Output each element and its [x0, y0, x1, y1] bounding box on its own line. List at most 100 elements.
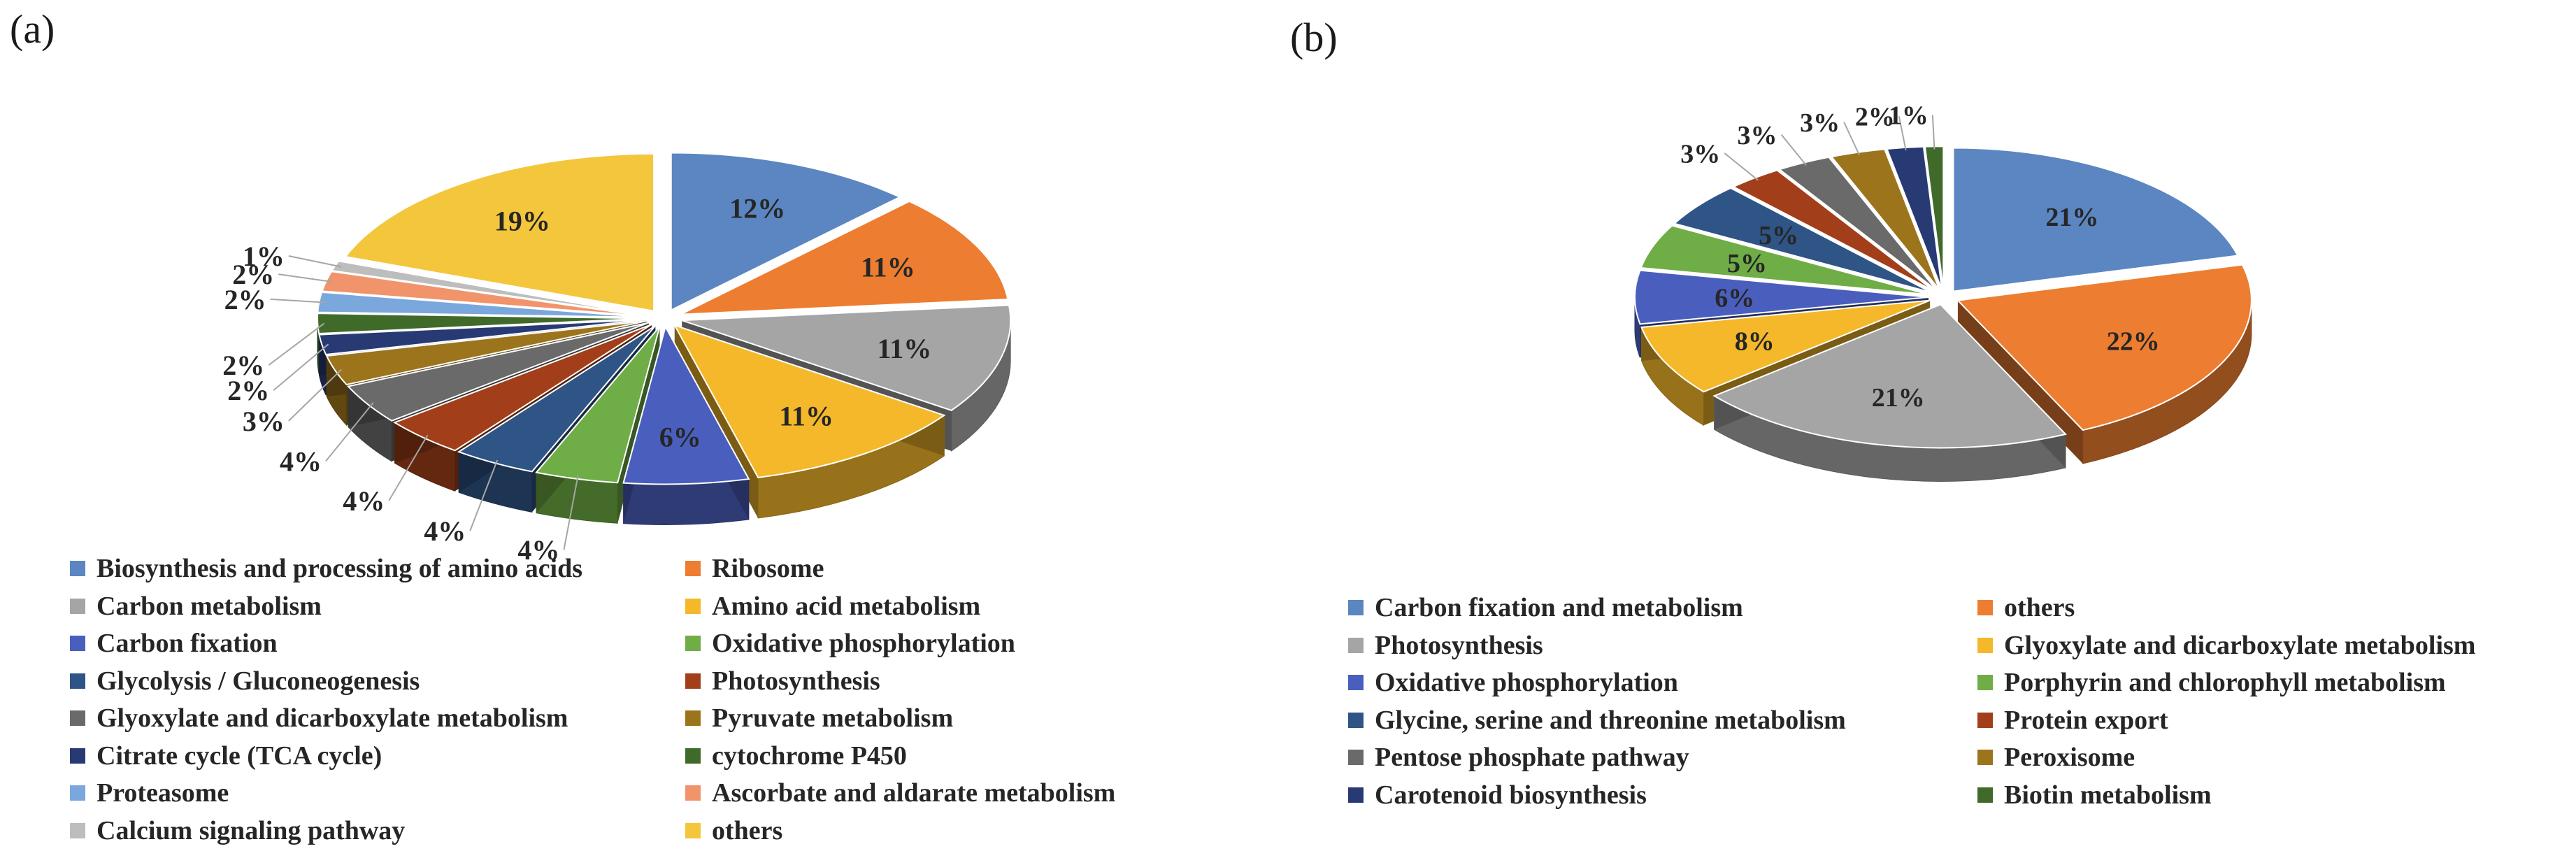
- legend-item-a-0: Biosynthesis and processing of amino aci…: [70, 551, 582, 586]
- data-label-a-8: 4%: [280, 445, 322, 477]
- data-label-b-8: 3%: [1738, 121, 1777, 150]
- pie-side-a-4: [623, 478, 750, 525]
- legend-item-a-11: cytochrome P450: [685, 738, 907, 773]
- legend-label: Biosynthesis and processing of amino aci…: [96, 554, 583, 583]
- legend-swatch: [685, 636, 701, 651]
- pie-slice-b-3: [1640, 299, 1931, 393]
- pie-slice-a-6: [457, 325, 657, 473]
- legend-label: Ascorbate and aldarate metabolism: [712, 778, 1116, 808]
- legend-swatch: [1977, 750, 1993, 765]
- leader-line-a-5: [563, 476, 579, 550]
- pie-slice-a-11: [317, 313, 647, 335]
- legend-item-a-5: Oxidative phosphorylation: [685, 626, 1015, 661]
- legend-swatch: [685, 561, 701, 576]
- leader-line-a-8: [325, 402, 374, 462]
- leader-line-a-10: [273, 343, 329, 391]
- legend-item-b-9: Peroxisome: [1977, 740, 2135, 775]
- legend-swatch: [70, 748, 85, 764]
- pie-top-faces: [1634, 145, 2252, 449]
- data-label-a-3: 11%: [779, 400, 833, 431]
- data-label-a-5: 4%: [517, 534, 559, 566]
- data-label-b-6: 5%: [1759, 221, 1798, 250]
- legend-swatch: [685, 710, 701, 726]
- legend-item-a-13: Ascorbate and aldarate metabolism: [685, 775, 1115, 810]
- pie-labels: 21% 22% 21% 8% 6% 5%5% 3% 3% 3% 2%1%: [1680, 101, 2160, 413]
- data-label-a-14: 1%: [243, 241, 285, 272]
- legend-label: Biotin metabolism: [2004, 780, 2212, 810]
- data-label-a-10: 2%: [227, 375, 269, 406]
- legend-label: Amino acid metabolism: [712, 591, 981, 621]
- leader-line-b-11: [1931, 115, 1935, 150]
- pie-slice-a-0: [670, 152, 902, 312]
- data-label-a-13: 2%: [232, 259, 274, 290]
- legend-item-a-4: Carbon fixation: [70, 626, 278, 661]
- data-label-b-3: 8%: [1735, 327, 1775, 356]
- data-label-a-4: 6%: [659, 422, 701, 453]
- legend-label: Peroxisome: [2004, 743, 2135, 772]
- leader-line-b-9: [1843, 122, 1860, 156]
- legend-swatch: [70, 636, 85, 651]
- pie-slice-a-1: [680, 200, 1009, 315]
- pie-slice-a-9: [325, 320, 647, 386]
- pie-slice-b-6: [1673, 187, 1933, 294]
- legend-item-b-4: Oxidative phosphorylation: [1348, 665, 1678, 700]
- legend-item-a-10: Citrate cycle (TCA cycle): [70, 738, 382, 773]
- legend-label: Carbon fixation and metabolism: [1375, 593, 1743, 622]
- legend-swatch: [1348, 712, 1364, 728]
- legend-item-b-7: Protein export: [1977, 703, 2168, 738]
- pie-labels: 12%11%11%11%6%4%4%4%4%3%2%2%2%2%1%19%: [222, 192, 931, 566]
- legend-label: Proteasome: [96, 778, 229, 808]
- legend-swatch: [70, 673, 85, 689]
- legend-item-b-10: Carotenoid biosynthesis: [1348, 778, 1647, 813]
- pie-slice-a-7: [393, 324, 652, 452]
- legend-swatch: [1977, 637, 1993, 653]
- legend-swatch: [1348, 787, 1364, 803]
- legend-swatch: [1348, 750, 1364, 765]
- pie-slice-a-8: [347, 322, 650, 422]
- legend-item-a-7: Photosynthesis: [685, 664, 880, 699]
- legend-item-b-1: others: [1977, 590, 2075, 625]
- legend-item-a-9: Pyruvate metabolism: [685, 701, 953, 736]
- leader-line-a-12: [270, 298, 326, 303]
- legend-label: Ribosome: [712, 554, 824, 583]
- legend-swatch: [70, 822, 85, 838]
- legend-label: Protein export: [2004, 705, 2168, 735]
- legend-label: Glycolysis / Gluconeogenesis: [96, 666, 420, 696]
- data-label-a-7: 4%: [343, 485, 385, 517]
- legend-item-a-6: Glycolysis / Gluconeogenesis: [70, 664, 420, 699]
- legend-item-a-2: Carbon metabolism: [70, 589, 322, 624]
- legend-swatch: [1977, 600, 1993, 615]
- data-label-a-1: 11%: [861, 251, 915, 283]
- leader-line-b-8: [1780, 134, 1807, 166]
- leader-line-a-9: [288, 369, 342, 422]
- pie-slice-a-5: [535, 326, 661, 484]
- legend-swatch: [1977, 712, 1993, 728]
- data-label-b-1: 22%: [2107, 327, 2160, 356]
- legend-label: Oxidative phosphorylation: [1375, 668, 1678, 697]
- pie-chart-a: 12%11%11%11%6%4%4%4%4%3%2%2%2%2%1%19%: [222, 152, 1012, 566]
- legend-label: Calcium signaling pathway: [96, 815, 406, 845]
- legend-swatch: [70, 785, 85, 801]
- legend-item-a-14: Calcium signaling pathway: [70, 813, 405, 848]
- leader-line-b-10: [1898, 116, 1907, 151]
- legend-item-b-3: Glyoxylate and dicarboxylate metabolism: [1977, 628, 2475, 663]
- legend-swatch: [70, 710, 85, 726]
- legend-label: Glyoxylate and dicarboxylate metabolism: [2004, 630, 2476, 660]
- leader-line-a-13: [278, 273, 333, 283]
- data-label-a-11: 2%: [222, 350, 264, 381]
- legend-item-b-11: Biotin metabolism: [1977, 778, 2212, 813]
- data-label-b-9: 3%: [1800, 108, 1840, 138]
- legend-item-a-1: Ribosome: [685, 551, 824, 586]
- legend-label: Oxidative phosphorylation: [712, 629, 1015, 658]
- legend-item-b-0: Carbon fixation and metabolism: [1348, 590, 1743, 625]
- legend-label: Glycine, serine and threonine metabolism: [1375, 705, 1846, 735]
- legend-label: Glyoxylate and dicarboxylate metabolism: [96, 703, 568, 733]
- pie-slice-b-1: [1956, 264, 2252, 431]
- data-label-b-4: 6%: [1715, 283, 1754, 313]
- legend-swatch: [70, 598, 85, 614]
- legend-item-b-2: Photosynthesis: [1348, 628, 1543, 663]
- legend-label: Carotenoid biosynthesis: [1375, 780, 1647, 810]
- legend-item-b-5: Porphyrin and chlorophyll metabolism: [1977, 665, 2446, 700]
- legend-label: Citrate cycle (TCA cycle): [96, 741, 382, 771]
- legend-label: Photosynthesis: [1375, 630, 1543, 660]
